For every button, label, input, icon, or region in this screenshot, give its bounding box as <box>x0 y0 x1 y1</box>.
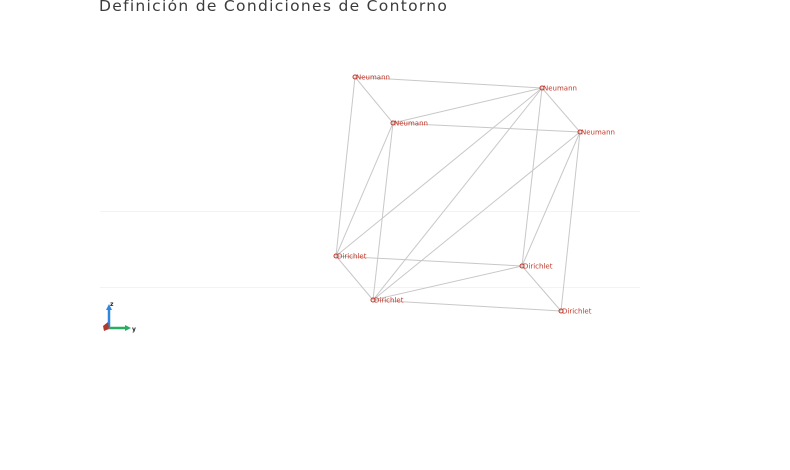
node-marker <box>390 120 396 126</box>
mesh-edge <box>335 87 543 257</box>
axis-triad: z y <box>103 301 136 333</box>
mesh-edge <box>335 76 356 257</box>
mesh-edge <box>392 122 581 133</box>
mesh-edge <box>335 255 523 267</box>
mesh-edge <box>335 122 394 257</box>
mesh-edge <box>372 265 523 301</box>
node-marker <box>370 297 376 303</box>
node-label: Neumann <box>356 74 390 82</box>
mesh-node[interactable]: Neumann <box>577 129 615 137</box>
node-marker <box>539 85 545 91</box>
z-axis-label: z <box>110 301 114 308</box>
mesh-edge <box>372 131 581 301</box>
mesh-edge <box>354 76 543 89</box>
mesh-edge <box>541 87 581 133</box>
x-axis-arrow <box>103 322 109 331</box>
mesh-edge <box>521 265 562 312</box>
mesh-node[interactable]: Dirichlet <box>558 308 592 316</box>
node-label: Dirichlet <box>337 253 367 261</box>
background-gridline <box>100 287 640 288</box>
node-label: Dirichlet <box>523 263 553 271</box>
background-gridline <box>100 211 640 212</box>
y-axis-label: y <box>132 326 136 333</box>
mesh-edge <box>354 76 394 124</box>
node-label: Neumann <box>581 129 615 137</box>
mesh-node[interactable]: Neumann <box>539 85 577 93</box>
mesh-edge <box>521 131 581 267</box>
node-label: Dirichlet <box>374 297 404 305</box>
mesh-edge <box>392 87 543 124</box>
mesh-edge <box>372 87 543 301</box>
node-marker <box>333 253 339 259</box>
page-title: Definición de Condiciones de Contorno <box>99 0 449 15</box>
node-marker <box>519 263 525 269</box>
mesh-nodes: Neumann Neumann Neumann Neumann Dirichlet Dir… <box>333 74 615 316</box>
mesh-edge <box>372 122 394 301</box>
node-marker <box>352 74 358 80</box>
node-label: Neumann <box>543 85 577 93</box>
mesh-node[interactable]: Dirichlet <box>333 253 367 261</box>
mesh-edge <box>560 131 581 312</box>
node-marker <box>558 308 564 314</box>
node-label: Neumann <box>394 120 428 128</box>
y-axis-arrowhead <box>125 325 131 331</box>
z-axis-arrowhead <box>106 304 112 310</box>
mesh-node[interactable]: Dirichlet <box>370 297 404 305</box>
mesh-edge <box>372 299 562 312</box>
mesh-edge <box>335 255 374 301</box>
node-marker <box>577 129 583 135</box>
node-label: Dirichlet <box>562 308 592 316</box>
mesh-edge <box>521 87 543 267</box>
mesh-node[interactable]: Dirichlet <box>519 263 553 271</box>
mesh-node[interactable]: Neumann <box>352 74 390 82</box>
mesh-edges <box>335 76 581 312</box>
mesh-node[interactable]: Neumann <box>390 120 428 128</box>
